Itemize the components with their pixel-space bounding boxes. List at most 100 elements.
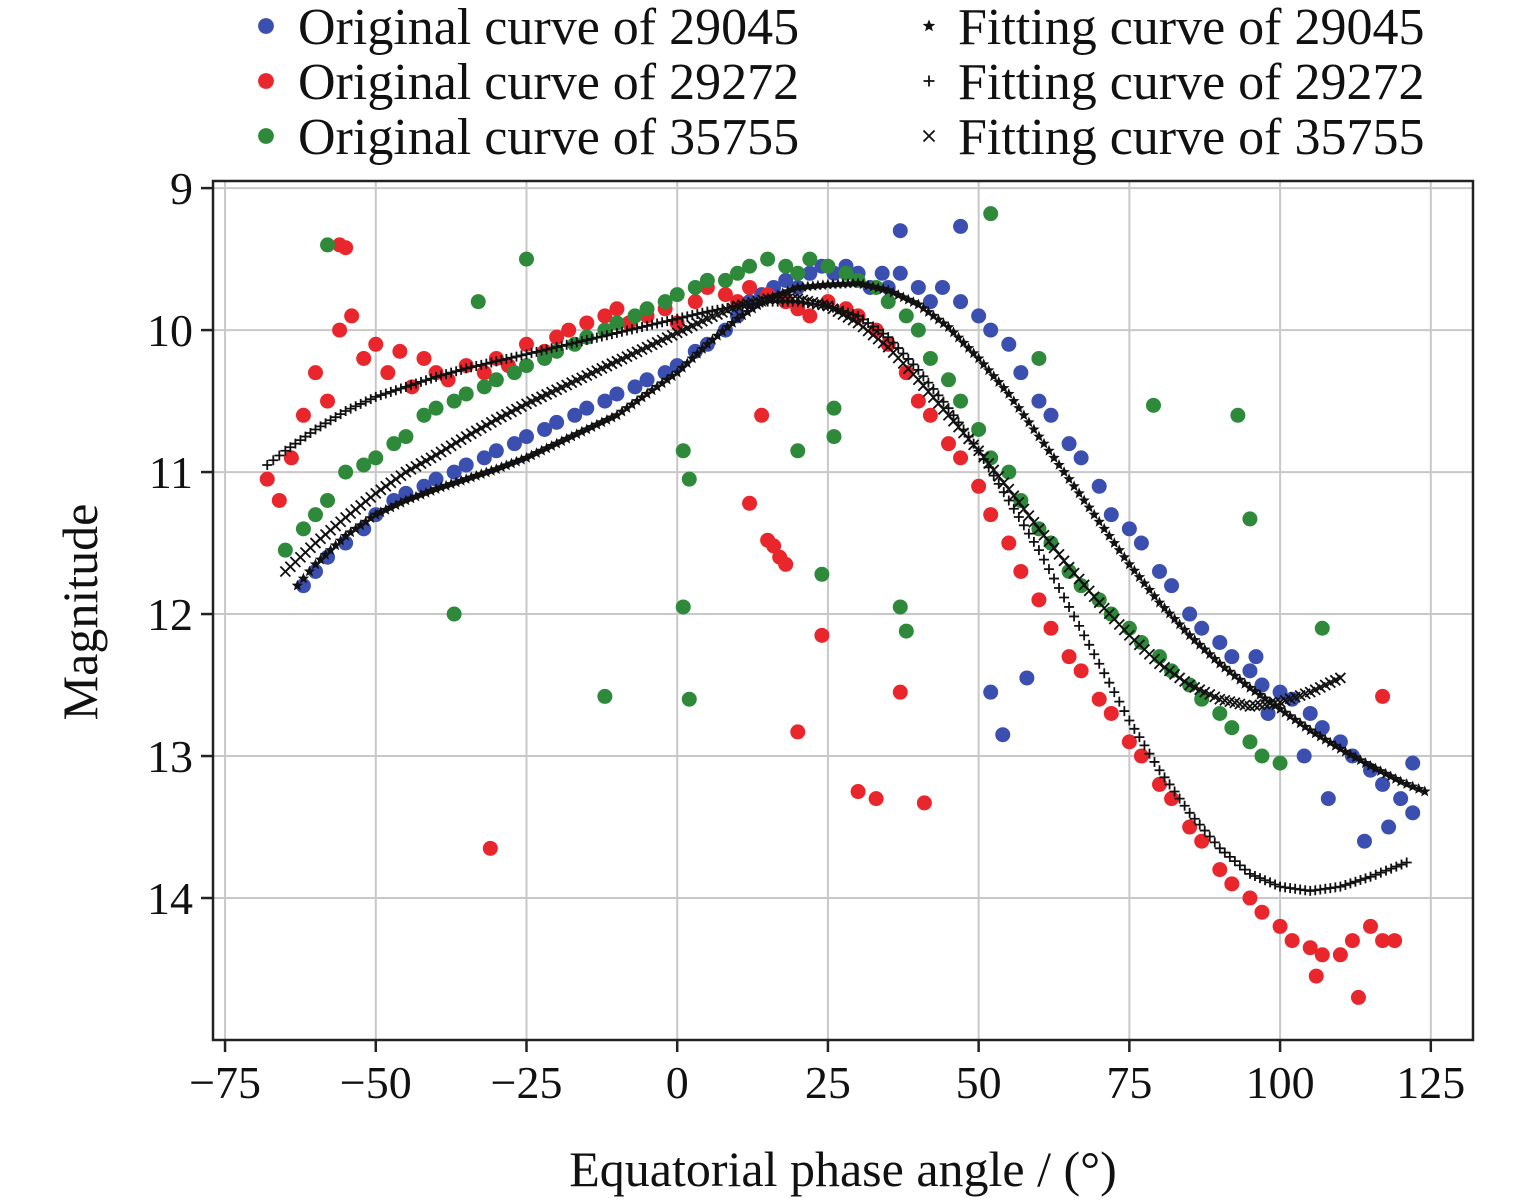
fit-point [777,287,789,298]
data-point [1152,563,1168,579]
fit-point [450,476,462,488]
data-point [446,464,462,480]
data-point [910,393,926,409]
fit-point [692,308,703,319]
fit-point [405,380,416,391]
fit-point [370,391,381,402]
data-point [1296,748,1312,764]
fit-point [335,409,346,420]
data-point [1272,684,1288,700]
fit-point [1154,765,1165,776]
data-point [1405,755,1421,771]
fit-point [1033,545,1044,556]
series-points [259,237,1403,1005]
fit-point [1163,665,1176,677]
fit-point [1199,643,1211,655]
fit-point [274,450,285,461]
fit-point [1381,865,1392,876]
fit-point [666,370,678,382]
data-point [597,308,613,324]
fit-point [425,485,437,496]
fit-point [1094,658,1105,669]
data-point [597,688,613,704]
data-point [669,287,685,303]
fit-point [515,453,528,465]
data-point [1164,578,1180,594]
legend-marker [258,18,274,34]
fit-point [303,565,316,577]
data-point [1381,819,1397,835]
fit-point [1128,564,1141,576]
data-point [778,258,794,274]
fit-point [1139,740,1150,751]
fit-point [375,484,387,496]
fit-point [1158,602,1171,613]
data-point [476,450,492,466]
data-point [790,724,806,740]
fit-point [421,375,432,386]
fit-point [285,442,296,453]
data-point [766,538,782,554]
fit-point [395,383,406,394]
fit-point [410,490,422,502]
data-point [922,294,938,310]
data-point [983,684,999,700]
data-point [1073,663,1089,679]
data-point [910,279,926,295]
fit-point [1093,515,1105,527]
data-point [1103,705,1119,721]
fit-point [596,331,607,342]
data-point [446,606,462,622]
fit-point [1089,649,1100,660]
fit-point [681,357,693,369]
fit-point [390,385,401,396]
legend-item: Fitting curve of 29045 [922,0,1425,56]
fit-point [1153,596,1166,608]
fit-point [561,339,572,350]
fit-point [576,425,588,437]
data-point [368,336,384,352]
fit-point [591,418,603,430]
data-point [332,322,348,338]
data-point [910,322,926,338]
fit-point [972,352,985,364]
fit-point [370,487,382,500]
fit-point [430,449,442,461]
data-point [898,623,914,639]
data-point [1212,634,1228,650]
legend-marker [258,73,274,89]
fit-point [1345,878,1356,889]
fit-point [556,340,567,351]
fit-point [290,438,301,449]
data-point [941,372,957,388]
fit-point [1239,864,1250,875]
fit-point [511,351,522,362]
fit-point [1043,444,1055,456]
data-point [1314,720,1330,736]
fit-point [586,421,598,432]
data-point [802,251,818,267]
fit-point [682,311,693,322]
fit-point [978,358,990,370]
fit-point [300,431,311,442]
fit-point [1073,487,1085,499]
data-point [874,265,890,281]
data-point [458,457,474,473]
y-tick-label: 10 [147,305,193,356]
data-point [1073,450,1089,466]
data-point [971,478,987,494]
fit-point [520,451,533,463]
data-point [1031,592,1047,608]
data-point [1405,805,1421,821]
data-point [295,407,311,423]
data-point [518,358,534,374]
fit-point [1144,748,1155,759]
fit-point [1401,778,1413,789]
data-point [941,436,957,452]
fit-point [858,314,869,325]
fit-point [1074,620,1085,631]
y-tick-label: 11 [149,447,193,498]
fit-curve [279,293,1347,712]
data-point [1302,705,1318,721]
fit-point [1043,536,1055,548]
